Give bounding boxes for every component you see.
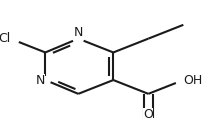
Text: OH: OH <box>183 74 202 87</box>
Text: O: O <box>143 108 153 121</box>
Text: Cl: Cl <box>0 32 10 45</box>
Text: N: N <box>36 74 45 87</box>
Text: N: N <box>74 26 83 39</box>
